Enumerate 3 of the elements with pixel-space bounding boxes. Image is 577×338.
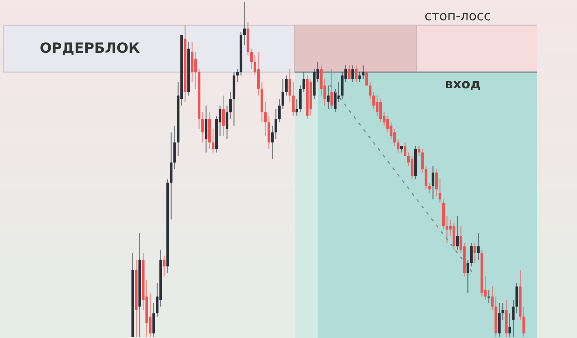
ref-line-label: стоп-лосс [424, 9, 492, 24]
ref-line-label: вход [444, 77, 482, 92]
annotation: ОРДЕРБЛОК [40, 41, 141, 57]
